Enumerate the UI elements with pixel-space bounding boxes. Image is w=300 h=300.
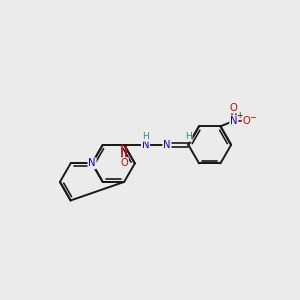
- Text: N: N: [142, 140, 149, 150]
- Text: O: O: [242, 116, 250, 126]
- Text: N: N: [88, 158, 96, 168]
- Text: −: −: [249, 113, 256, 122]
- Text: N: N: [163, 140, 171, 150]
- Text: O: O: [120, 158, 128, 168]
- Text: H: H: [142, 132, 149, 141]
- Text: +: +: [237, 110, 243, 119]
- Text: H: H: [185, 132, 192, 141]
- Text: N: N: [230, 116, 238, 126]
- Text: O: O: [230, 103, 238, 112]
